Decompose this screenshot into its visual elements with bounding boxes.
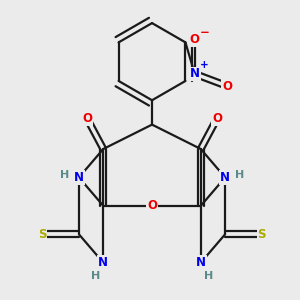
Text: N: N [74, 171, 84, 184]
Text: +: + [200, 60, 208, 70]
Text: O: O [222, 80, 232, 92]
Text: N: N [196, 256, 206, 269]
Text: S: S [38, 228, 46, 241]
Text: S: S [257, 228, 266, 241]
Text: H: H [91, 271, 100, 281]
Text: −: − [200, 26, 210, 39]
Text: O: O [82, 112, 92, 125]
Text: H: H [204, 271, 214, 281]
Text: O: O [147, 199, 157, 212]
Text: H: H [60, 170, 69, 180]
Text: O: O [212, 112, 222, 125]
Text: O: O [190, 33, 200, 46]
Text: N: N [190, 68, 200, 80]
Text: N: N [220, 171, 230, 184]
Text: H: H [235, 170, 244, 180]
Text: N: N [98, 256, 108, 269]
